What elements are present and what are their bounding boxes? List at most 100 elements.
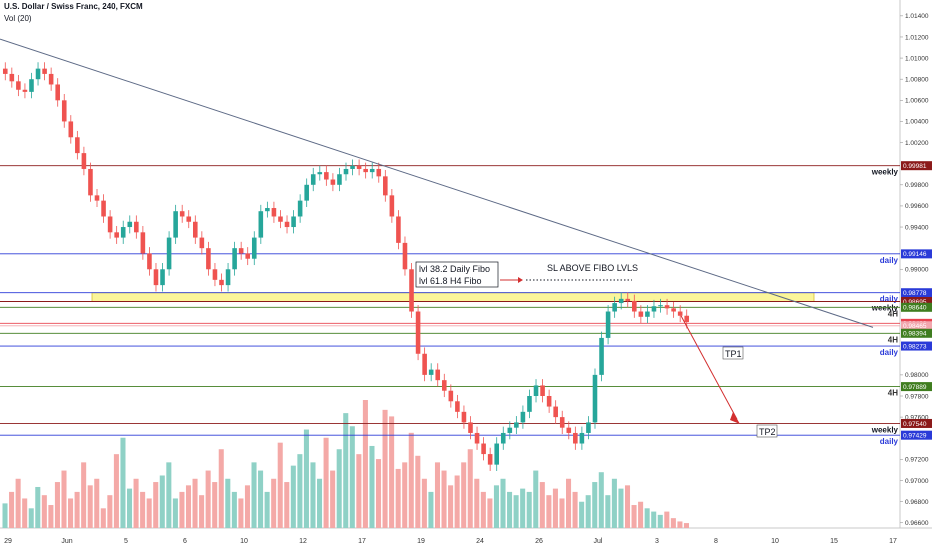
candle-body bbox=[383, 176, 388, 196]
candle-body bbox=[29, 79, 34, 92]
price-level-badge bbox=[901, 288, 932, 298]
volume-bar bbox=[657, 514, 663, 528]
volume-bar bbox=[448, 485, 454, 528]
volume-bar bbox=[87, 485, 93, 528]
volume-bar bbox=[592, 482, 598, 528]
volume-bar bbox=[212, 482, 218, 528]
tp1-label: TP1 bbox=[725, 349, 742, 359]
price-level-badge bbox=[901, 328, 932, 338]
volume-bar bbox=[172, 498, 178, 528]
volume-bar bbox=[284, 482, 290, 528]
volume-bar bbox=[441, 470, 447, 528]
volume-bar bbox=[310, 462, 316, 528]
volume-bar bbox=[205, 470, 211, 528]
level-tag: daily bbox=[880, 256, 899, 265]
candle-body bbox=[645, 311, 650, 317]
candle-body bbox=[422, 353, 427, 375]
price-tick-label: 1.00400 bbox=[905, 119, 929, 126]
candle-body bbox=[350, 165, 355, 169]
candle-body bbox=[265, 208, 270, 212]
price-tick-label: 0.99400 bbox=[905, 224, 929, 231]
level-tag: daily bbox=[880, 348, 899, 357]
candle-body bbox=[120, 227, 126, 238]
volume-bar bbox=[330, 470, 336, 528]
volume-bar bbox=[244, 485, 250, 528]
volume-bar bbox=[343, 413, 349, 528]
volume-bar bbox=[81, 462, 87, 528]
candle-body bbox=[402, 242, 408, 270]
volume-bar bbox=[539, 482, 545, 528]
price-level-badge bbox=[901, 161, 932, 171]
volume-bar bbox=[146, 498, 152, 528]
candle-body bbox=[618, 298, 624, 304]
candle-body bbox=[592, 374, 598, 423]
volume-bar bbox=[317, 478, 323, 528]
candle-body bbox=[310, 174, 316, 185]
tp-arrow-shaft bbox=[680, 315, 738, 420]
candle-body bbox=[605, 311, 611, 338]
candle-body bbox=[284, 221, 290, 228]
candle-body bbox=[343, 168, 349, 175]
volume-bar bbox=[74, 491, 80, 528]
candle-body bbox=[586, 422, 591, 433]
volume-bar bbox=[100, 508, 106, 528]
fibo-annotation-box bbox=[415, 261, 499, 288]
volume-bar bbox=[113, 454, 119, 528]
level-tag: weekly bbox=[871, 303, 899, 312]
candle-body bbox=[251, 237, 257, 259]
time-tick-label: 15 bbox=[830, 538, 838, 545]
candle-body bbox=[684, 315, 690, 323]
volume-bar bbox=[428, 491, 434, 528]
price-level-badge bbox=[901, 302, 932, 312]
candle-body bbox=[16, 81, 21, 90]
candle-body bbox=[389, 195, 395, 217]
candle-body bbox=[232, 248, 237, 270]
volume-bar bbox=[402, 462, 408, 528]
volume-bar bbox=[349, 426, 355, 528]
candle-body bbox=[127, 221, 133, 228]
volume-bar bbox=[454, 475, 460, 528]
candle-body bbox=[461, 411, 467, 423]
candle-body bbox=[468, 422, 473, 433]
time-tick-label: 8 bbox=[714, 538, 718, 545]
price-level-badge-text: 0.98465 bbox=[903, 323, 927, 330]
volume-bar bbox=[297, 454, 303, 528]
time-tick-label: 5 bbox=[124, 538, 128, 545]
price-level-badge-text: 0.98778 bbox=[903, 290, 927, 297]
candle-body bbox=[42, 68, 47, 74]
price-tick-label: 0.96800 bbox=[905, 499, 929, 506]
time-tick-label: 17 bbox=[889, 538, 897, 545]
candle-body bbox=[337, 174, 342, 185]
volume-bar bbox=[559, 498, 565, 528]
candle-body bbox=[599, 337, 604, 375]
candle-body bbox=[441, 380, 447, 391]
candle-body bbox=[219, 279, 224, 286]
time-tick-label: 3 bbox=[655, 538, 659, 545]
time-tick-label: 19 bbox=[417, 538, 425, 545]
candle-body bbox=[75, 137, 80, 154]
candle-body bbox=[677, 311, 683, 316]
candle-body bbox=[173, 211, 178, 238]
time-tick-label: 29 bbox=[4, 538, 12, 545]
volume-bar bbox=[598, 472, 604, 528]
candle-body bbox=[369, 168, 375, 173]
fibo-annotation-line1: lvl 38.2 Daily Fibo bbox=[419, 264, 490, 274]
volume-bar bbox=[199, 495, 205, 528]
volume-bar bbox=[552, 488, 558, 528]
volume-bar bbox=[415, 455, 421, 528]
level-tag: weekly bbox=[871, 168, 899, 177]
candle-body bbox=[356, 165, 362, 169]
volume-bar bbox=[323, 437, 329, 528]
price-level-badge-text: 0.98695 bbox=[903, 299, 927, 306]
volume-bar bbox=[48, 505, 54, 528]
volume-bar bbox=[493, 485, 499, 528]
volume-bar bbox=[179, 491, 185, 528]
candle-body bbox=[487, 454, 493, 465]
candle-body bbox=[500, 432, 506, 444]
candle-body bbox=[304, 184, 309, 201]
price-tick-label: 0.96600 bbox=[905, 520, 929, 527]
candle-body bbox=[245, 253, 251, 259]
volume-bar bbox=[153, 482, 159, 528]
